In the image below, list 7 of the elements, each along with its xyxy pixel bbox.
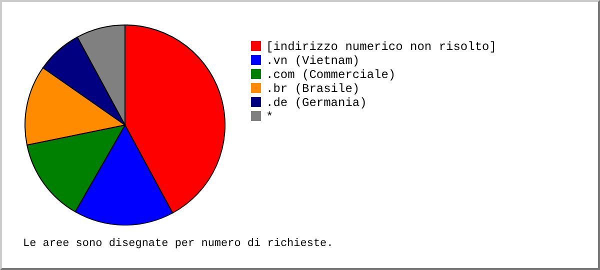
legend-label: [indirizzo numerico non risolto] [266,40,496,54]
legend-label: .de (Germania) [266,96,367,110]
legend-label: .vn (Vietnam) [266,54,360,68]
legend-label: .br (Brasile) [266,82,360,96]
legend-label: * [266,110,274,124]
text: Le aree sono disegnate per numero di richieste. [23,238,334,250]
legend-label: .com (Commerciale) [266,68,396,82]
